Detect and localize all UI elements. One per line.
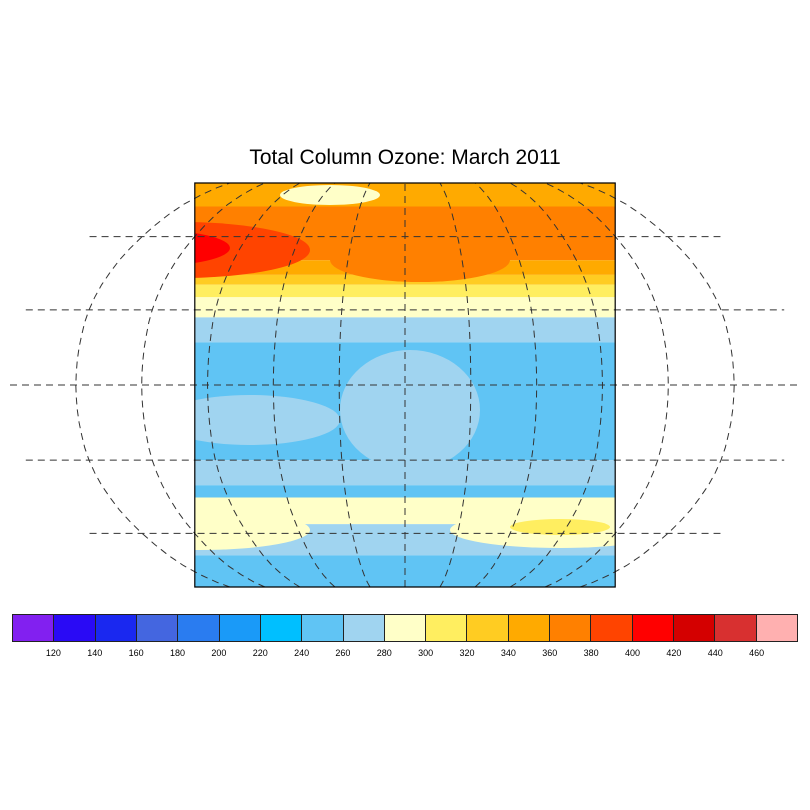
ozone-region	[194, 230, 230, 266]
colorbar-tick-label: 420	[666, 648, 682, 658]
colorbar-swatch	[426, 615, 468, 641]
colorbar-swatch	[54, 615, 96, 641]
colorbar	[12, 614, 798, 642]
colorbar-swatch	[219, 615, 261, 641]
meridian-line	[439, 182, 472, 588]
colorbar-tick-label: 240	[294, 648, 310, 658]
colorbar-tick-label: 280	[376, 648, 392, 658]
colorbar-labels: 120 140 160 180 200 220 240 260 280 300 320 340 360 3…	[12, 648, 798, 662]
ozone-region	[90, 545, 170, 565]
meridian-line	[206, 182, 301, 588]
colorbar-tick-label: 380	[583, 648, 599, 658]
ozone-region	[640, 238, 740, 278]
colorbar-swatch	[591, 615, 633, 641]
colorbar-swatch	[715, 615, 757, 641]
ozone-band	[194, 183, 616, 207]
meridian-line	[272, 182, 336, 588]
colorbar-swatch	[302, 615, 344, 641]
meridian-line	[474, 182, 538, 588]
colorbar-swatch	[178, 615, 220, 641]
ozone-region	[280, 185, 380, 205]
colorbar-swatch	[343, 615, 385, 641]
ozone-region	[340, 350, 480, 470]
colorbar-swatch	[632, 615, 674, 641]
colorbar-tick-label: 180	[169, 648, 185, 658]
colorbar-tick-label: 400	[625, 648, 641, 658]
colorbar-swatch	[384, 615, 427, 641]
ozone-region	[330, 238, 510, 282]
map-border	[194, 182, 616, 588]
colorbar-tick-label: 320	[459, 648, 475, 658]
colorbar-swatch	[550, 615, 592, 641]
colorbar-tick-label: 160	[128, 648, 144, 658]
ozone-region	[510, 519, 610, 535]
ozone-region	[680, 250, 730, 274]
colorbar-tick-label: 440	[707, 648, 723, 658]
colorbar-swatch	[95, 615, 137, 641]
ozone-map	[10, 182, 800, 588]
colorbar-tick-label: 300	[418, 648, 434, 658]
colorbar-swatch	[136, 615, 179, 641]
ozone-band	[194, 485, 616, 498]
ozone-band	[194, 284, 616, 298]
meridian-line	[509, 182, 604, 588]
colorbar-tick-label: 360	[542, 648, 558, 658]
colorbar-swatch	[508, 615, 551, 641]
ozone-region	[194, 222, 310, 278]
colorbar-tick-label: 340	[500, 648, 516, 658]
map-title: Total Column Ozone: March 2011	[249, 146, 561, 169]
colorbar-tick-label: 460	[749, 648, 765, 658]
ozone-region	[194, 510, 310, 550]
colorbar-tick-label: 200	[211, 648, 227, 658]
colorbar-swatch	[674, 615, 716, 641]
colorbar-tick-label: 120	[45, 648, 61, 658]
colorbar-swatch	[13, 615, 55, 641]
colorbar-tick-label: 140	[87, 648, 103, 658]
meridian-line	[338, 182, 371, 588]
colorbar-swatch	[756, 615, 797, 641]
colorbar-tick-label: 220	[252, 648, 268, 658]
colorbar-swatch	[467, 615, 509, 641]
colorbar-tick-label: 260	[335, 648, 351, 658]
colorbar-swatch	[260, 615, 303, 641]
ozone-region	[194, 395, 340, 445]
